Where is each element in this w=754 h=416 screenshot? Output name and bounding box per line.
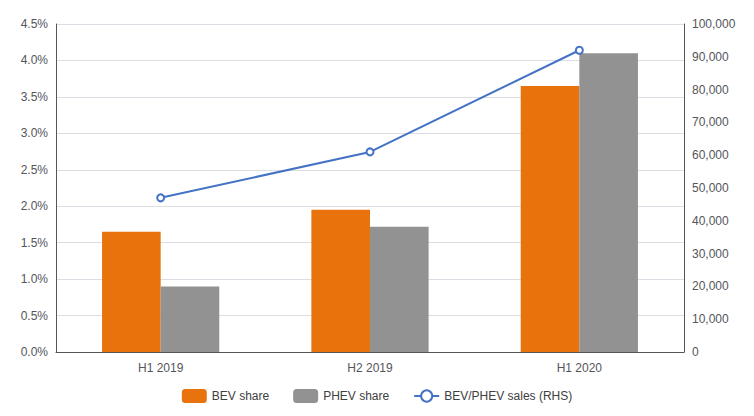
svg-text:BEV share: BEV share	[212, 389, 270, 403]
svg-text:2.5%: 2.5%	[21, 163, 49, 177]
svg-text:H1 2020: H1 2020	[557, 361, 603, 375]
svg-text:10,000: 10,000	[692, 312, 729, 326]
svg-text:3.5%: 3.5%	[21, 90, 49, 104]
svg-text:BEV/PHEV sales (RHS): BEV/PHEV sales (RHS)	[444, 389, 572, 403]
svg-text:4.5%: 4.5%	[21, 17, 49, 31]
svg-text:50,000: 50,000	[692, 181, 729, 195]
svg-text:80,000: 80,000	[692, 83, 729, 97]
svg-text:H2 2019: H2 2019	[347, 361, 393, 375]
svg-text:60,000: 60,000	[692, 148, 729, 162]
svg-text:70,000: 70,000	[692, 115, 729, 129]
svg-text:90,000: 90,000	[692, 50, 729, 64]
svg-text:0: 0	[692, 345, 699, 359]
svg-text:40,000: 40,000	[692, 214, 729, 228]
svg-text:1.5%: 1.5%	[21, 236, 49, 250]
svg-text:3.0%: 3.0%	[21, 126, 49, 140]
svg-text:2.0%: 2.0%	[21, 199, 49, 213]
svg-text:20,000: 20,000	[692, 279, 729, 293]
svg-text:0.5%: 0.5%	[21, 309, 49, 323]
svg-text:0.0%: 0.0%	[21, 345, 49, 359]
svg-text:4.0%: 4.0%	[21, 53, 49, 67]
svg-text:PHEV share: PHEV share	[323, 389, 389, 403]
svg-text:1.0%: 1.0%	[21, 272, 49, 286]
svg-text:H1 2019: H1 2019	[138, 361, 184, 375]
svg-text:30,000: 30,000	[692, 247, 729, 261]
svg-text:100,000: 100,000	[692, 17, 736, 31]
